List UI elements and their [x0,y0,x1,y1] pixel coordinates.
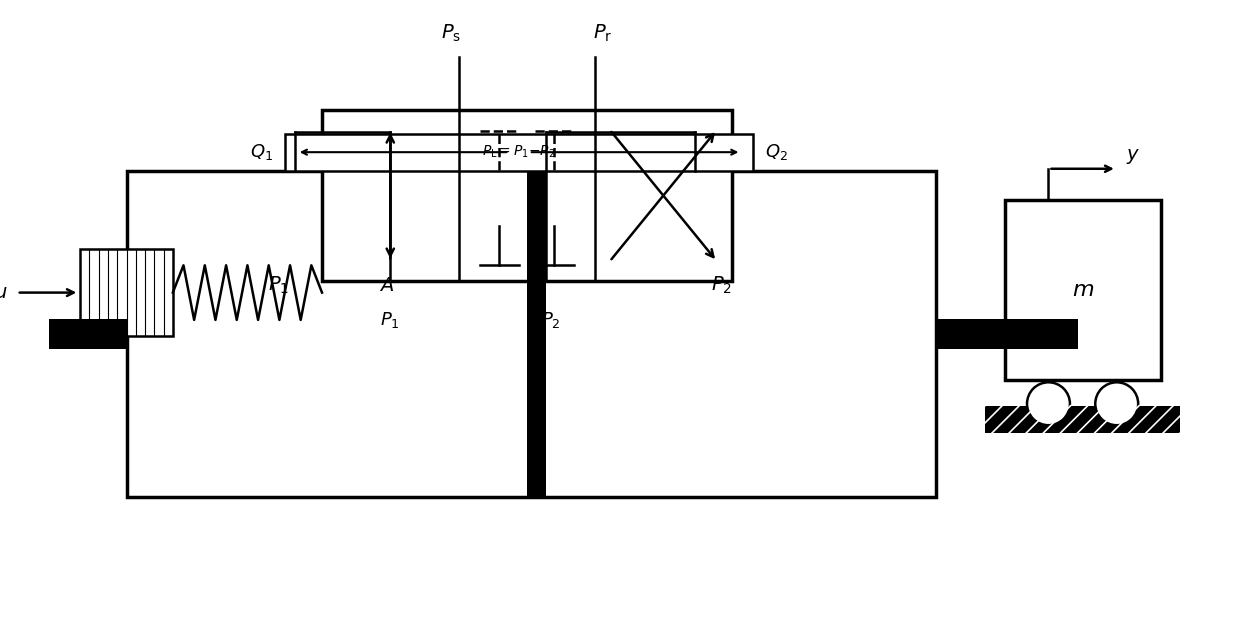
Text: $P_2$: $P_2$ [542,310,560,330]
Text: $Q_1$: $Q_1$ [250,142,274,162]
Bar [985,406,1180,433]
Text: $P_\mathrm{r}$: $P_\mathrm{r}$ [593,23,613,44]
Bar [126,171,936,497]
Circle shape [1027,382,1070,425]
Text: $u$: $u$ [0,283,7,302]
Text: $m$: $m$ [1071,280,1094,300]
Text: $P_1$: $P_1$ [268,275,289,296]
Text: $y$: $y$ [1126,147,1141,166]
Bar [285,133,753,171]
Bar [322,110,732,281]
Bar [81,249,172,336]
Bar [1004,200,1161,380]
Text: $A$: $A$ [379,276,394,295]
Text: $P_\mathrm{s}$: $P_\mathrm{s}$ [440,23,461,44]
Bar [527,171,547,497]
Bar [50,319,126,349]
Text: $Q_2$: $Q_2$ [765,142,787,162]
Bar [936,319,1078,349]
Text: $P_2$: $P_2$ [712,275,733,296]
Circle shape [1095,382,1138,425]
Text: $P_1$: $P_1$ [381,310,401,330]
Text: $P_\mathrm{L}{=}P_1{-}P_2$: $P_\mathrm{L}{=}P_1{-}P_2$ [482,144,556,161]
